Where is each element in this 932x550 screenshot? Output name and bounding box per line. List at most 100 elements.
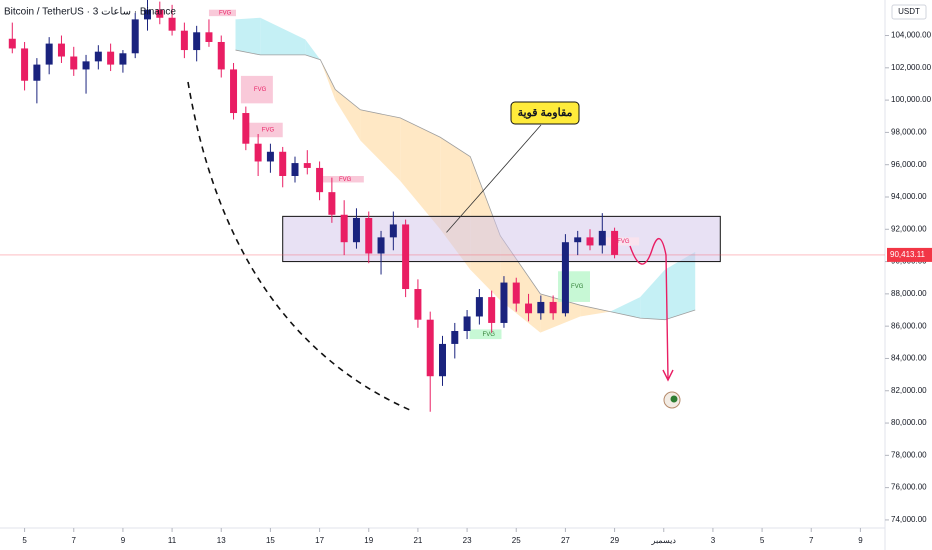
cloud-line	[235, 49, 696, 321]
candle-body	[328, 192, 336, 215]
candle-body	[193, 32, 201, 51]
fvg-label: FVG	[571, 284, 584, 290]
candle-body	[451, 331, 459, 344]
fvg-zone	[469, 329, 502, 340]
candle-body	[365, 217, 373, 254]
y-tick-label: 78,000.00	[891, 450, 927, 459]
cloud-segment	[235, 17, 261, 55]
x-tick-label: 17	[315, 536, 324, 545]
x-tick-label: 21	[413, 536, 422, 545]
candle-body	[525, 303, 533, 314]
y-tick-label: 92,000.00	[891, 224, 927, 233]
candle-body	[439, 343, 446, 377]
fvg-zone	[245, 122, 283, 138]
candle-body	[414, 289, 422, 320]
cloud-segment	[335, 89, 361, 141]
eye-pupil	[670, 395, 678, 403]
candle-body	[205, 32, 213, 42]
candle-body	[611, 230, 619, 255]
candle-body	[377, 237, 385, 254]
last-price-label: 90,413.11	[890, 250, 926, 259]
candle-body	[488, 297, 496, 323]
candle-body	[168, 17, 176, 31]
x-tick-label: 7	[72, 536, 77, 545]
candle-body	[180, 30, 188, 51]
y-tick-label: 100,000.00	[891, 95, 932, 104]
cloud-segment	[640, 269, 665, 320]
candle-body	[70, 56, 78, 70]
fvg-label: FVG	[617, 239, 630, 245]
y-tick-label: 80,000.00	[891, 418, 927, 427]
candle-body	[561, 242, 569, 314]
fvg-label: FVG	[483, 332, 496, 338]
annotation-text: مقاومة قوية	[518, 107, 573, 119]
candle-body	[131, 19, 139, 54]
candle-body	[303, 163, 311, 168]
cloud-segment	[360, 109, 401, 181]
candle-body	[549, 301, 557, 314]
y-tick-label: 98,000.00	[891, 128, 927, 137]
candle-body	[45, 43, 53, 65]
x-tick-label: 19	[364, 536, 373, 545]
candle-body	[144, 9, 151, 20]
cloud-segment	[400, 117, 441, 230]
candle-body	[119, 53, 127, 65]
annotation-box	[510, 101, 580, 125]
currency: USDT	[898, 7, 920, 16]
candle-body	[279, 151, 287, 176]
candle-body	[217, 41, 225, 70]
candle-body	[586, 237, 594, 246]
y-tick-label: 94,000.00	[891, 192, 927, 201]
y-tick-label: 88,000.00	[891, 289, 927, 298]
projection-arrow	[629, 238, 669, 379]
x-tick-label: 5	[22, 536, 27, 545]
x-tick-label: 13	[217, 536, 226, 545]
x-tick-label: 25	[512, 536, 521, 545]
candle-body	[21, 48, 29, 81]
candle-body	[107, 51, 115, 65]
x-tick-label: 9	[121, 536, 126, 545]
candle-body	[340, 214, 348, 243]
candle-body	[230, 69, 238, 114]
candle-body	[94, 51, 102, 62]
cloud-segment	[664, 251, 696, 320]
fvg-label: FVG	[219, 10, 232, 16]
candle-body	[402, 224, 410, 290]
y-tick-label: 102,000.00	[891, 63, 932, 72]
candle-body	[500, 282, 508, 323]
x-tick-label: 27	[561, 536, 570, 545]
candle-body	[156, 9, 164, 18]
y-tick-label: 104,000.00	[891, 31, 932, 40]
fvg-zone	[317, 176, 364, 183]
candle-body	[291, 163, 299, 176]
candle-body	[463, 316, 471, 332]
candle-body	[8, 38, 16, 49]
y-tick-label: 82,000.00	[891, 386, 927, 395]
y-tick-label: 74,000.00	[891, 515, 927, 524]
x-tick-label: 3	[711, 536, 716, 545]
candle-body	[574, 237, 582, 243]
cloud-segment	[305, 39, 321, 60]
candle-body	[82, 61, 90, 70]
candle-body	[352, 217, 360, 243]
currency-box	[891, 4, 927, 20]
fvg-zone	[240, 75, 273, 104]
dashed-curve	[187, 81, 411, 411]
y-tick-label: 84,000.00	[891, 354, 927, 363]
candle-body	[57, 43, 65, 57]
candle-body	[389, 224, 397, 238]
fvg-label: FVG	[339, 177, 352, 183]
fvg-label: FVG	[254, 87, 267, 93]
fvg-zone	[208, 9, 236, 17]
cloud-segment	[320, 59, 336, 101]
cloud-segment	[580, 305, 611, 317]
x-tick-label: 5	[760, 536, 765, 545]
candle-body	[475, 297, 483, 317]
cloud-segment	[260, 17, 306, 55]
candle-body	[266, 151, 274, 162]
candle-body	[254, 143, 262, 162]
x-tick-label: ديسمبر	[651, 536, 677, 545]
y-tick-label: 86,000.00	[891, 321, 927, 330]
x-tick-label: 15	[266, 536, 275, 545]
